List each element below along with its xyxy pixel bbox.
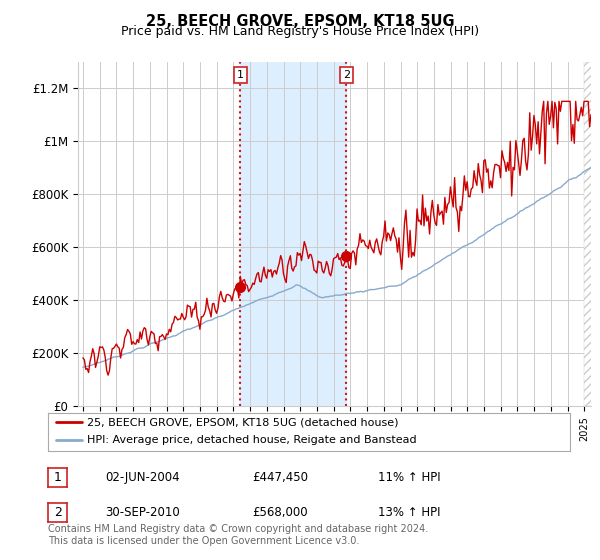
Text: £447,450: £447,450	[252, 470, 308, 484]
Text: 1: 1	[237, 70, 244, 80]
Text: 30-SEP-2010: 30-SEP-2010	[105, 506, 180, 519]
Bar	[241, 62, 346, 406]
Bar	[584, 62, 599, 406]
Text: 02-JUN-2004: 02-JUN-2004	[105, 470, 179, 484]
Text: 2: 2	[53, 506, 62, 520]
Text: 11% ↑ HPI: 11% ↑ HPI	[378, 470, 440, 484]
Text: 2: 2	[343, 70, 350, 80]
Text: Price paid vs. HM Land Registry's House Price Index (HPI): Price paid vs. HM Land Registry's House …	[121, 25, 479, 38]
Text: HPI: Average price, detached house, Reigate and Banstead: HPI: Average price, detached house, Reig…	[87, 435, 417, 445]
Text: 25, BEECH GROVE, EPSOM, KT18 5UG (detached house): 25, BEECH GROVE, EPSOM, KT18 5UG (detach…	[87, 417, 398, 427]
Text: £568,000: £568,000	[252, 506, 308, 519]
Text: 1: 1	[53, 471, 62, 484]
Text: 13% ↑ HPI: 13% ↑ HPI	[378, 506, 440, 519]
Text: 25, BEECH GROVE, EPSOM, KT18 5UG: 25, BEECH GROVE, EPSOM, KT18 5UG	[146, 14, 454, 29]
Bar	[584, 62, 599, 406]
Text: Contains HM Land Registry data © Crown copyright and database right 2024.
This d: Contains HM Land Registry data © Crown c…	[48, 524, 428, 546]
